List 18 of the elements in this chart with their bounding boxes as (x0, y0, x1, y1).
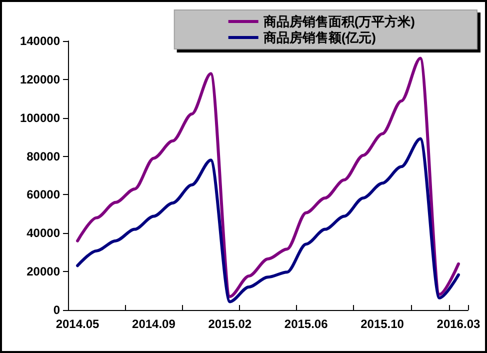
legend-label: 商品房销售面积(万平方米) (262, 14, 416, 29)
y-tick-label: 20000 (26, 264, 60, 279)
x-tick-label: 2015.02 (208, 317, 252, 331)
y-tick-label: 60000 (26, 188, 60, 202)
line-series (76, 56, 460, 298)
y-tick-label: 80000 (26, 149, 60, 164)
y-tick-label: 40000 (26, 226, 60, 240)
y-tick-label: 120000 (20, 72, 60, 86)
y-tick-label: 140000 (20, 34, 60, 48)
y-tick-label: 0 (53, 303, 60, 317)
line-series (76, 137, 460, 304)
x-tick-label: 2014.05 (56, 317, 100, 331)
y-tick-label: 100000 (20, 110, 60, 125)
x-tick-label: 2015.10 (360, 317, 404, 331)
x-tick-label: 2015.06 (284, 317, 328, 331)
x-tick-label: 2014.09 (132, 317, 176, 331)
legend-label: 商品房销售额(亿元) (262, 30, 376, 45)
x-tick-label: 2016.03 (436, 317, 480, 331)
